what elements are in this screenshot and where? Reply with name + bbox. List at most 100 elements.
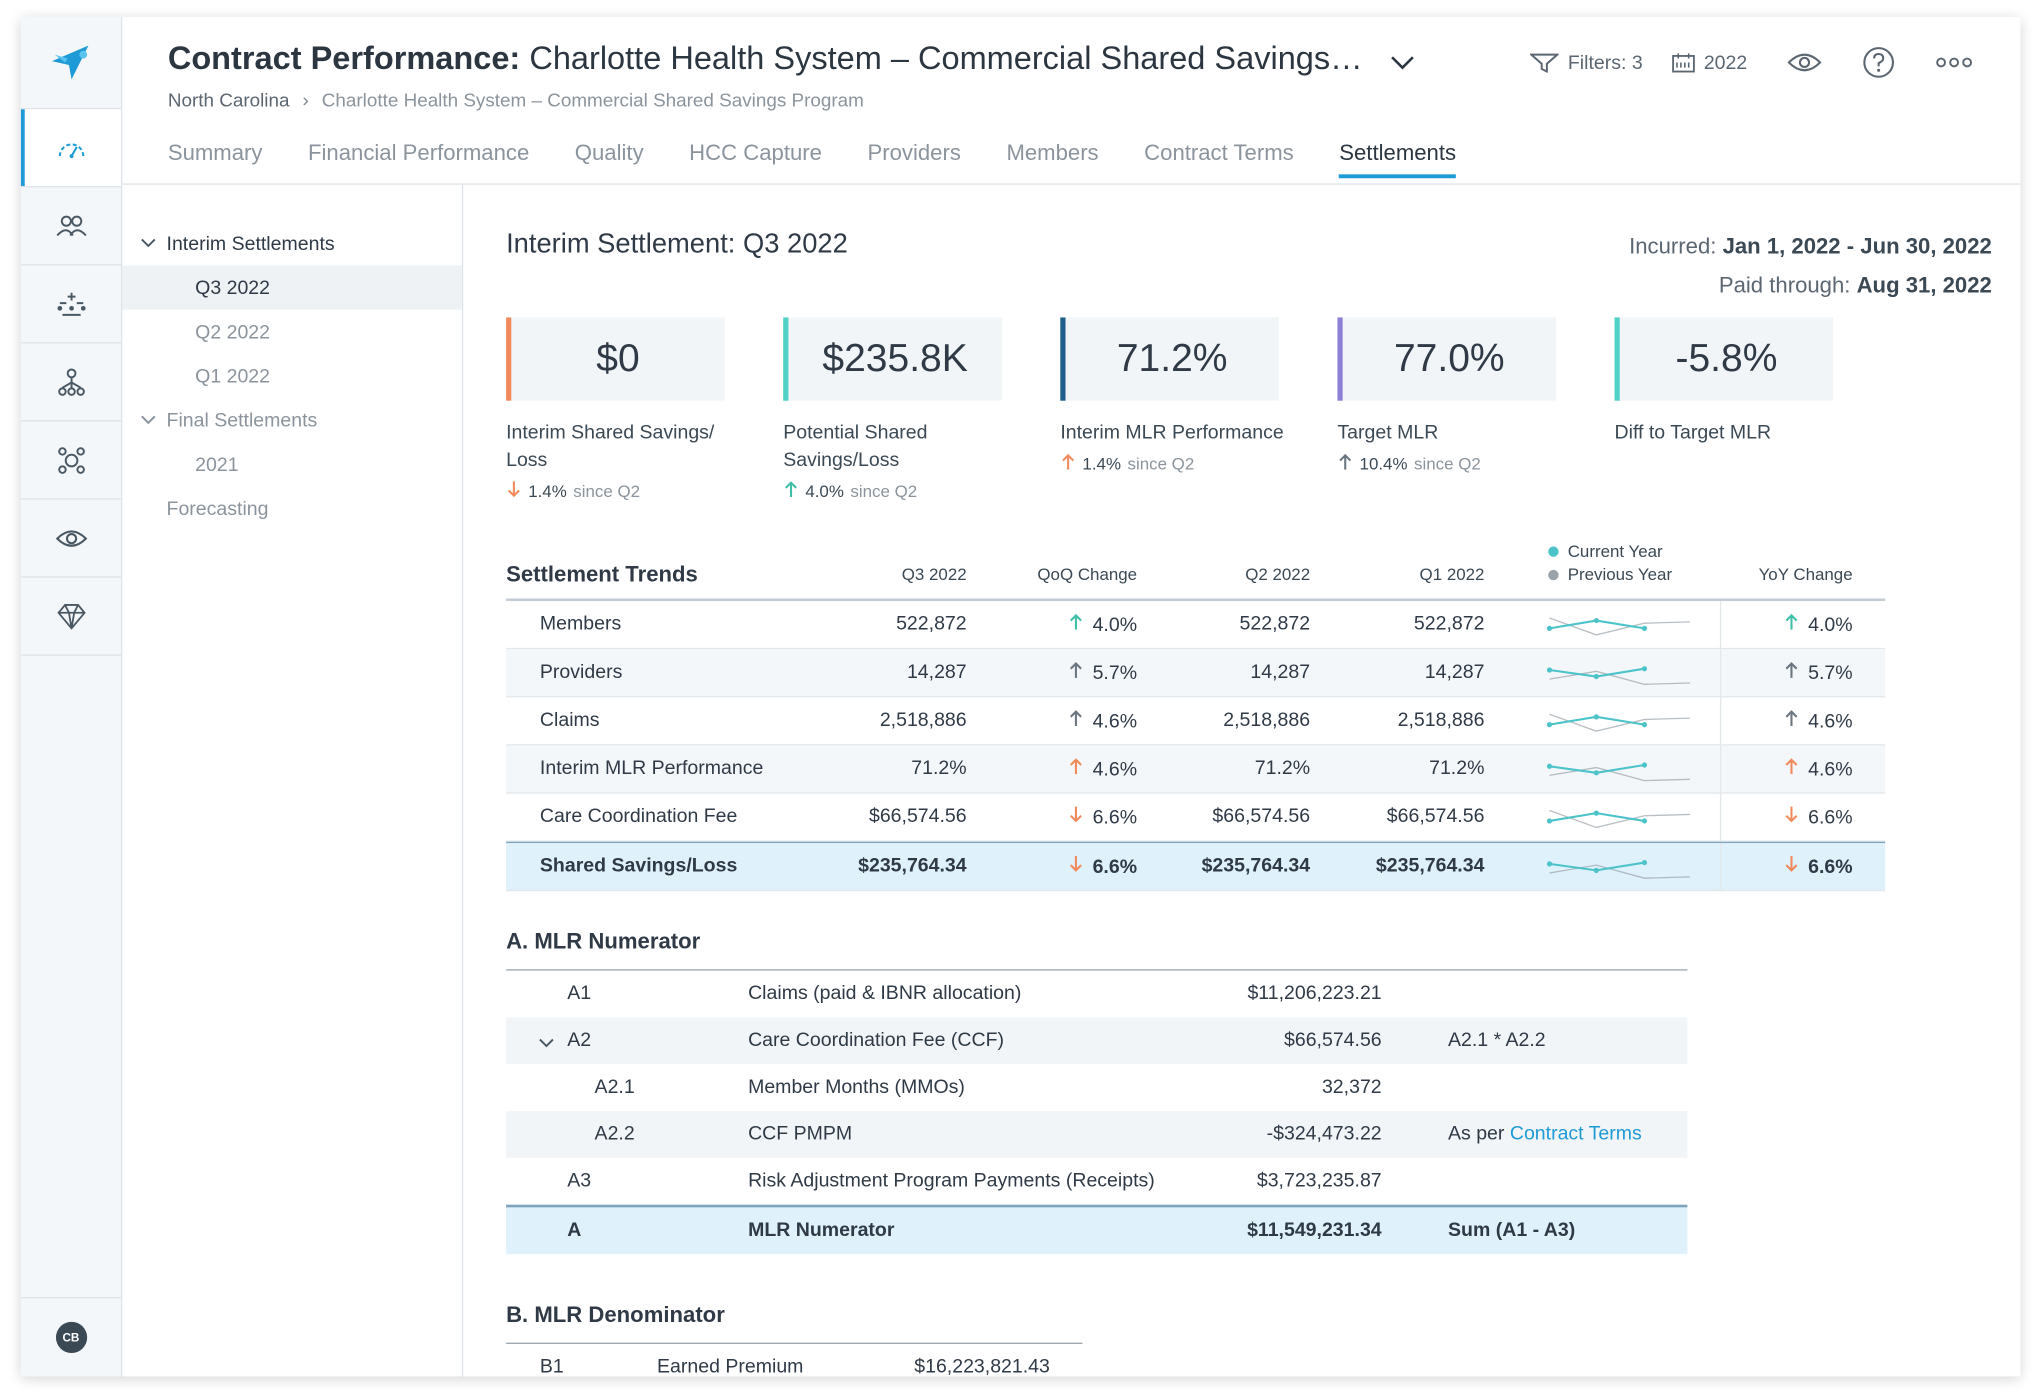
contract-terms-link[interactable]: Contract Terms bbox=[1509, 1122, 1642, 1145]
logo[interactable] bbox=[20, 17, 121, 110]
kpi-value: $0 bbox=[506, 317, 725, 401]
mlr-row-a3[interactable]: A3 Risk Adjustment Program Payments (Rec… bbox=[506, 1158, 1687, 1205]
header-tools: Filters: 3 2022 bbox=[1530, 46, 1973, 80]
rail-item-network[interactable] bbox=[20, 343, 121, 422]
tree-item-forecasting[interactable]: Forecasting bbox=[166, 497, 269, 520]
trend-metric: Providers bbox=[539, 660, 623, 684]
trend-q1: 14,287 bbox=[1424, 660, 1485, 684]
kpi-change: 1.4% since Q2 bbox=[1060, 453, 1337, 475]
legend-current-dot bbox=[1548, 546, 1559, 557]
page-title[interactable]: Contract Performance: Charlotte Health S… bbox=[168, 40, 1416, 79]
tree-item-q2-2022[interactable]: Q2 2022 bbox=[195, 320, 271, 343]
qoq-value: 4.0% bbox=[1092, 613, 1138, 636]
help-button[interactable] bbox=[1862, 46, 1896, 80]
kpi-label: Target MLR bbox=[1337, 421, 1439, 444]
help-icon bbox=[1863, 47, 1894, 78]
settlement-tree: Interim Settlements Q3 2022 Q2 2022 Q1 2… bbox=[122, 184, 464, 1377]
year-selector[interactable]: 2022 bbox=[1671, 51, 1748, 74]
mlr-row-a2-2[interactable]: A2.2 CCF PMPM -$324,473.22 As per Contra… bbox=[506, 1111, 1688, 1158]
mlr-row-total[interactable]: A MLR Numerator $11,549,231.34 Sum (A1 -… bbox=[506, 1204, 1688, 1255]
kpi-change: 10.4% since Q2 bbox=[1337, 453, 1614, 475]
calendar-icon bbox=[1671, 53, 1695, 73]
rail-item-view[interactable] bbox=[20, 500, 121, 578]
arrow-up-icon bbox=[1068, 613, 1084, 636]
column-divider bbox=[1719, 843, 1722, 890]
kpi-card[interactable]: -5.8% Diff to Target MLR bbox=[1614, 317, 1892, 502]
rail-item-gem[interactable] bbox=[20, 578, 121, 656]
row-desc: Risk Adjustment Program Payments (Receip… bbox=[748, 1169, 1155, 1192]
tab-hcc-capture[interactable]: HCC Capture bbox=[689, 140, 822, 166]
trend-yoy: 4.6% bbox=[1783, 757, 1853, 780]
arrow-up-icon bbox=[1068, 757, 1084, 780]
arrow-up-icon bbox=[783, 480, 799, 502]
kpi-change-value: 1.4% bbox=[528, 481, 567, 501]
tab-financial-performance[interactable]: Financial Performance bbox=[307, 140, 530, 166]
tree-group-final[interactable]: Final Settlements bbox=[122, 398, 462, 442]
breadcrumb-state[interactable]: North Carolina bbox=[167, 91, 290, 112]
trend-row[interactable]: Providers 14,287 5.7% 14,287 14,287 5.7% bbox=[506, 649, 1886, 698]
user-avatar-area[interactable]: CB bbox=[20, 1297, 121, 1376]
paid-value: Aug 31, 2022 bbox=[1856, 273, 1992, 298]
rail-item-performance[interactable] bbox=[20, 109, 121, 188]
view-icon bbox=[55, 529, 87, 547]
app-window: CB Contract Performance: Charlotte Healt… bbox=[20, 16, 2021, 1377]
tree-group-interim[interactable]: Interim Settlements bbox=[122, 221, 462, 265]
trend-yoy: 4.6% bbox=[1783, 709, 1853, 732]
tree-item-q1-2022[interactable]: Q1 2022 bbox=[195, 364, 271, 388]
tab-settlements[interactable]: Settlements bbox=[1339, 141, 1457, 179]
rail-item-quality[interactable] bbox=[20, 422, 121, 500]
mlr-row-a1[interactable]: A1 Claims (paid & IBNR allocation) $11,2… bbox=[506, 971, 1687, 1018]
avatar[interactable]: CB bbox=[55, 1321, 87, 1354]
page-header: Contract Performance: Charlotte Health S… bbox=[122, 17, 2021, 185]
row-id: A1 bbox=[567, 982, 592, 1005]
tab-summary[interactable]: Summary bbox=[167, 140, 263, 166]
mlr-row-a2[interactable]: A2 Care Coordination Fee (CCF) $66,574.5… bbox=[506, 1017, 1688, 1065]
tab-quality[interactable]: Quality bbox=[574, 140, 644, 166]
trend-row[interactable]: Interim MLR Performance 71.2% 4.6% 71.2% 71.… bbox=[506, 745, 1886, 794]
kpi-change-since: since Q2 bbox=[850, 481, 918, 501]
mlr-row-b1[interactable]: B1 Earned Premium $16,223,821.43 bbox=[506, 1344, 1082, 1377]
row-id: A2.1 bbox=[594, 1075, 635, 1099]
kpi-card[interactable]: 77.0% Target MLR 10.4% since Q2 bbox=[1337, 317, 1614, 502]
kpi-change-value: 10.4% bbox=[1359, 454, 1408, 474]
kpi-card[interactable]: 71.2% Interim MLR Performance 1.4% since Q2 bbox=[1060, 317, 1337, 502]
hcc-icon bbox=[56, 292, 85, 316]
chevron-down-icon[interactable] bbox=[1390, 41, 1416, 79]
note-prefix: As per bbox=[1448, 1122, 1510, 1145]
rail-item-members[interactable] bbox=[20, 187, 121, 266]
trend-qoq: 6.6% bbox=[1068, 805, 1137, 828]
tab-providers[interactable]: Providers bbox=[867, 140, 961, 166]
trend-row[interactable]: Members 522,872 4.0% 522,872 522,872 4.0% bbox=[506, 601, 1886, 650]
rail-item-hcc[interactable] bbox=[20, 265, 121, 344]
mlr-row-a2-1[interactable]: A2.1 Member Months (MMOs) 32,372 bbox=[506, 1064, 1687, 1111]
kpi-change-value: 1.4% bbox=[1082, 454, 1121, 474]
gauge-icon bbox=[58, 142, 84, 158]
tab-contract-terms[interactable]: Contract Terms bbox=[1144, 140, 1294, 166]
row-desc: Care Coordination Fee (CCF) bbox=[748, 1029, 1005, 1052]
trend-row[interactable]: Shared Savings/Loss $235,764.34 6.6% $235,7… bbox=[506, 841, 1886, 892]
filters-button[interactable]: Filters: 3 bbox=[1530, 51, 1643, 74]
qoq-value: 6.6% bbox=[1092, 855, 1138, 878]
tree-item-q3-2022[interactable]: Q3 2022 bbox=[122, 265, 462, 310]
view-button[interactable] bbox=[1786, 51, 1822, 74]
network-icon bbox=[57, 367, 85, 396]
tree-item-2021[interactable]: 2021 bbox=[195, 453, 239, 476]
kpi-card[interactable]: $0 Interim Shared Savings/ Loss 1.4% since … bbox=[506, 317, 783, 502]
qoq-value: 4.6% bbox=[1092, 757, 1138, 780]
kpi-card[interactable]: $235.8K Potential Shared Savings/Loss 4.0%… bbox=[783, 317, 1060, 502]
kpi-value: -5.8% bbox=[1614, 317, 1834, 401]
trend-row[interactable]: Claims 2,518,886 4.6% 2,518,886 2,518,886 4.6… bbox=[506, 697, 1886, 746]
trend-row[interactable]: Care Coordination Fee $66,574.56 6.6% $66,5… bbox=[506, 793, 1886, 842]
more-button[interactable] bbox=[1935, 56, 1974, 69]
trend-qoq: 4.0% bbox=[1068, 613, 1137, 636]
settlement-trends-table: Settlement Trends Q3 2022 QoQ Change Q2 … bbox=[506, 541, 1886, 892]
trend-q3: 14,287 bbox=[906, 660, 967, 684]
year-label: 2022 bbox=[1703, 51, 1748, 74]
trend-q2: 14,287 bbox=[1250, 660, 1311, 684]
pane-title: Interim Settlement: Q3 2022 bbox=[506, 228, 848, 259]
yoy-value: 6.6% bbox=[1808, 805, 1853, 829]
tab-members[interactable]: Members bbox=[1006, 140, 1099, 166]
trend-sparkline bbox=[1546, 605, 1695, 649]
chevron-down-icon[interactable] bbox=[539, 1032, 555, 1054]
legend-previous: Previous Year bbox=[1567, 564, 1673, 585]
